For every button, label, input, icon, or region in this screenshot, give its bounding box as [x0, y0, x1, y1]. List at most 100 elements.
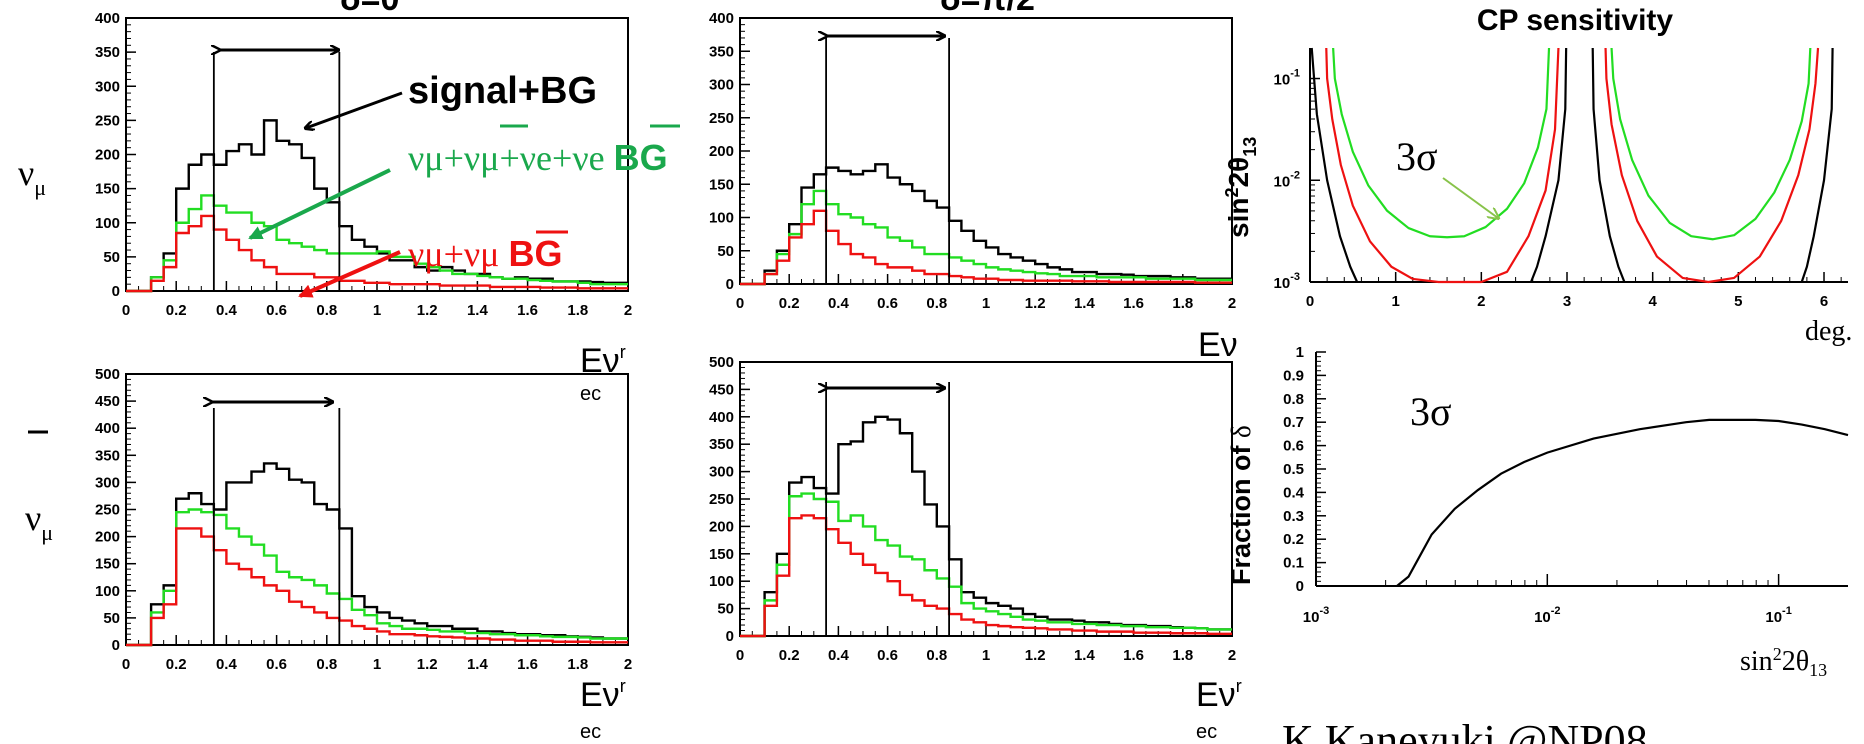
histogram-total: [740, 492, 1232, 638]
y-tick-label: 0.7: [1283, 414, 1304, 431]
x-tick-label: 1: [982, 647, 990, 664]
x-tick-label: 3: [1563, 293, 1571, 310]
erec-label-4-sub: ec: [1196, 721, 1217, 743]
x-tick-label: 1.6: [517, 302, 538, 319]
numu-bg-arrow: [298, 250, 401, 298]
y-tick-label: 0: [112, 283, 120, 300]
y-tick-label: 350: [709, 43, 734, 60]
contour-black_right_l: [1591, 47, 1626, 283]
x-tick-label: 0.2: [166, 656, 187, 673]
y-tick-label: 450: [709, 381, 734, 398]
y-tick-label: 200: [709, 143, 734, 160]
y-tick-label: 250: [95, 112, 120, 129]
x-tick-label: 0: [122, 656, 130, 673]
x-tick-label: 4: [1649, 293, 1658, 310]
y-tick-label: 200: [709, 518, 734, 535]
histogram-numu-delta-pi2: 0 50 100 150 200 250 300 350 400 0 0.2 0.4 0.6 0.8 1 1.…: [709, 10, 1236, 312]
x-tick-label: 1.6: [1123, 647, 1144, 664]
y-tick-label: 0.2: [1283, 531, 1304, 548]
row1-label: νμ: [18, 153, 46, 200]
sin-xlabel: sin22θ13: [1740, 644, 1827, 680]
y-tick-label: 50: [103, 249, 120, 266]
x-tick-label: 1.6: [517, 656, 538, 673]
x-tick-label: 10-1: [1765, 605, 1791, 626]
x-tick-label: 1.2: [417, 656, 438, 673]
y-tick-label: 0.1: [1283, 555, 1304, 572]
erec-label-1-sub: ec: [580, 383, 601, 405]
x-tick-label: 2: [624, 656, 632, 673]
y-tick-label: 10-3: [1274, 271, 1300, 292]
y-tick-label: 350: [709, 436, 734, 453]
top-left-fragment: δ=0: [340, 0, 399, 18]
y-tick-label: 400: [95, 420, 120, 437]
y-tick-label: 200: [95, 529, 120, 546]
y-tick-label: 10-2: [1274, 169, 1300, 190]
three-sigma-arrow: [1442, 177, 1498, 218]
row2-label: νμ: [25, 498, 53, 545]
y-tick-label: 150: [95, 556, 120, 573]
x-tick-label: 2: [1477, 293, 1485, 310]
x-tick-label: 6: [1820, 293, 1828, 310]
histogram-numu-delta0: 0 50 100 150 200 250 300 350 400 0 0.2 0.4 0.6 0.8 1 1.…: [95, 10, 632, 319]
x-tick-label: 1.6: [1123, 295, 1144, 312]
x-tick-label: 1.4: [1074, 295, 1096, 312]
x-tick-label: 0: [122, 302, 130, 319]
x-tick-label: 2: [1228, 647, 1236, 664]
x-tick-label: 0.4: [828, 647, 850, 664]
x-tick-label: 0.8: [316, 302, 337, 319]
x-tick-label: 5: [1734, 293, 1742, 310]
erec-label-3-sub: ec: [580, 721, 601, 743]
y-tick-label: 200: [95, 147, 120, 164]
y-tick-label: 150: [709, 176, 734, 193]
x-tick-label: 0.4: [828, 295, 850, 312]
x-tick-label: 0.4: [216, 656, 238, 673]
contour-black_left_r: [1530, 47, 1568, 283]
histogram-total: [126, 194, 628, 293]
erec-label-3: Eνr: [580, 676, 626, 714]
histogram-numu: [126, 527, 628, 647]
histogram-total: [126, 508, 628, 647]
y-tick-label: 150: [95, 181, 120, 198]
y-tick-label: 300: [95, 474, 120, 491]
y-tick-label: 300: [95, 78, 120, 95]
y-tick-label: 1: [1296, 344, 1304, 361]
y-tick-label: 100: [95, 215, 120, 232]
range-arrows: [211, 36, 944, 402]
fraction-of-delta-plot: 0 0.1 0.2 0.3 0.4 0.5 0.6 0.7 0.8 0.9 1 10-3 10-2 10-…: [1283, 344, 1849, 626]
contour-green_right: [1610, 47, 1812, 241]
x-tick-label: 10-2: [1534, 605, 1560, 626]
erec-label-4: Eνr: [1196, 676, 1242, 714]
erec-label-1: Eνr: [580, 342, 626, 380]
x-tick-label: 2: [1228, 295, 1236, 312]
x-tick-label: 0.6: [877, 647, 898, 664]
signal-bg-arrow: [306, 91, 403, 128]
histogram-antinumu-delta-pi2: 0 50 100 150 200 250 300 350 400 450 500 0 0.2 0.4 0.6…: [709, 354, 1236, 664]
x-tick-label: 1.8: [1172, 295, 1193, 312]
contour-red_left: [1325, 47, 1560, 284]
contour-green_left: [1332, 47, 1551, 239]
y-tick-label: 250: [709, 110, 734, 127]
frac-ylabel: Fraction of δ: [1226, 425, 1256, 585]
x-tick-label: 0.8: [926, 647, 947, 664]
x-tick-label: 0: [736, 295, 744, 312]
x-tick-label: 2: [624, 302, 632, 319]
three-sigma-top: 3σ: [1396, 134, 1438, 179]
x-tick-label: 0.4: [216, 302, 238, 319]
x-tick-label: 1.8: [567, 302, 588, 319]
y-tick-label: 350: [95, 44, 120, 61]
x-tick-label: 1.2: [1025, 295, 1046, 312]
y-tick-label: 100: [709, 210, 734, 227]
cp-title: CP sensitivity: [1477, 4, 1674, 37]
signal-bg-label: signal+BG: [408, 70, 597, 112]
y-tick-label: 0: [1296, 578, 1304, 595]
y-tick-label: 250: [709, 491, 734, 508]
cp-sensitivity-plot: 0 1 2 3 4 5 6 10-1 10-2 10-3: [1274, 47, 1848, 310]
y-tick-label: 450: [95, 393, 120, 410]
y-tick-label: 0: [726, 628, 734, 645]
x-tick-label: 0.6: [266, 302, 287, 319]
x-tick-label: 1.4: [1074, 647, 1096, 664]
histogram-signal: [740, 163, 1232, 286]
y-tick-label: 500: [95, 366, 120, 383]
histogram-numu: [740, 514, 1232, 638]
